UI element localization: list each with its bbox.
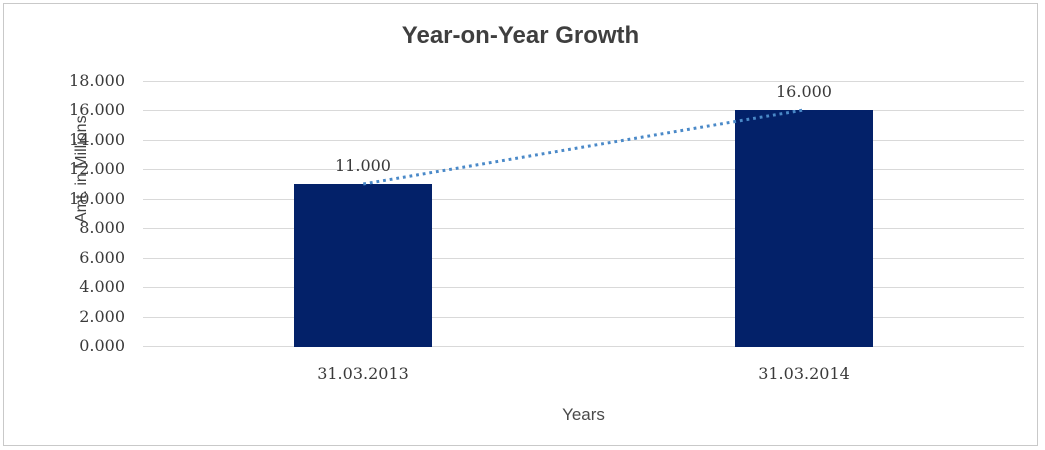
y-tick-label: 12.000 <box>69 159 125 178</box>
y-tick-label: 2.000 <box>79 307 125 326</box>
y-tick-label: 0.000 <box>79 336 125 355</box>
bar-31.03.2014 <box>735 110 873 347</box>
data-label: 11.000 <box>335 156 391 175</box>
y-tick-label: 14.000 <box>69 130 125 149</box>
gridline <box>143 110 1024 111</box>
y-tick-label: 16.000 <box>69 100 125 119</box>
gridline <box>143 140 1024 141</box>
gridline <box>143 228 1024 229</box>
x-tick-label: 31.03.2013 <box>317 364 409 383</box>
bar-31.03.2013 <box>294 184 432 347</box>
y-tick-label: 8.000 <box>79 218 125 237</box>
data-label: 16.000 <box>776 82 832 101</box>
y-tick-label: 4.000 <box>79 277 125 296</box>
x-tick-label: 31.03.2014 <box>758 364 850 383</box>
plot-area: 11.000 16.000 <box>143 81 1024 347</box>
y-tick-label: 10.000 <box>69 189 125 208</box>
trendline <box>363 108 804 186</box>
chart-frame: Year-on-Year Growth Amt. in Millions 11.… <box>3 3 1038 446</box>
gridline <box>143 169 1024 170</box>
y-tick-label: 6.000 <box>79 248 125 267</box>
gridline <box>143 258 1024 259</box>
chart-title: Year-on-Year Growth <box>401 22 640 49</box>
x-axis-title: Years <box>562 405 605 424</box>
gridline <box>143 287 1024 288</box>
y-tick-label: 18.000 <box>69 71 125 90</box>
gridline <box>143 81 1024 82</box>
gridline <box>143 199 1024 200</box>
gridline <box>143 346 1024 347</box>
gridline <box>143 317 1024 318</box>
